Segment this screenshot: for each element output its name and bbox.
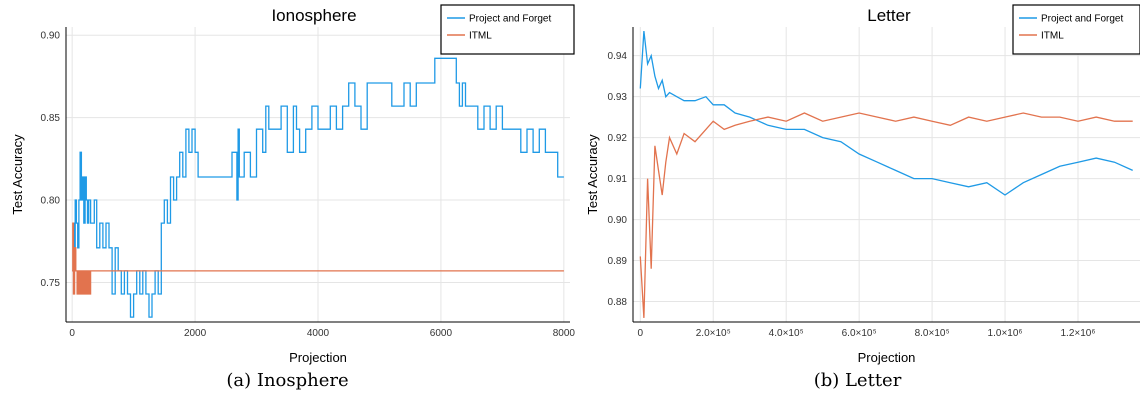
chart-panel-letter: 0 2.0×10⁵ 4.0×10⁵ 6.0×10⁵ 8.0×10⁵ 1.0×10⁶ 1.2×… [575,0,1140,406]
y-tick-label: 0.80 [41,196,61,207]
chart-panel-ionosphere: 0 2000 4000 6000 8000 0.75 0.80 0.85 0.90 Project… [10,4,575,365]
y-tick-label: 0.90 [608,215,628,226]
x-tick-label: 0 [69,328,75,339]
y-tick-label: 0.85 [41,113,61,124]
x-axis-label: Projection [858,350,916,365]
x-tick-label: 2000 [184,328,207,339]
y-tick-label: 0.92 [608,133,628,144]
x-tick-label: 8000 [553,328,575,339]
x-tick-label: 6.0×10⁵ [842,328,877,339]
legend-label: Project and Forget [1041,14,1123,25]
series-line-project-and-forget [72,57,564,318]
y-tick-label: 0.75 [41,278,61,289]
series-line-itml [72,222,564,295]
y-axis-label: Test Accuracy [585,134,600,215]
series-line-project-and-forget [639,31,1133,196]
series-line-itml [639,112,1133,318]
caption-letter: (b) Letter [813,370,902,391]
legend-label: Project and Forget [469,14,551,25]
caption-ionosphere: (a) Inosphere [226,370,349,391]
legend-box [440,4,575,55]
x-tick-label: 1.2×10⁶ [1061,328,1096,339]
x-tick-label: 2.0×10⁵ [696,328,731,339]
x-tick-label: 1.0×10⁶ [988,328,1023,339]
y-tick-label: 0.94 [608,51,628,62]
x-tick-label: 8.0×10⁵ [915,328,950,339]
x-tick-label: 6000 [430,328,453,339]
y-tick-label: 0.88 [608,297,628,308]
y-tick-label: 0.91 [608,174,628,185]
legend-label: ITML [1041,31,1064,42]
legend-box [1012,4,1140,55]
x-axis-label: Projection [289,350,347,365]
y-tick-label: 0.90 [41,31,61,42]
y-tick-label: 0.93 [608,92,628,103]
y-tick-label: 0.89 [608,256,628,267]
y-axis-label: Test Accuracy [10,134,25,215]
x-tick-label: 4.0×10⁵ [769,328,804,339]
chart-title: Letter [867,6,911,25]
chart-title: Ionosphere [271,6,356,25]
x-tick-label: 0 [638,328,644,339]
chart-ionosphere: 0 2000 4000 6000 8000 0.75 0.80 0.85 0.90 Project… [10,4,575,365]
legend-label: ITML [469,31,492,42]
chart-letter: 0 2.0×10⁵ 4.0×10⁵ 6.0×10⁵ 8.0×10⁵ 1.0×10⁶ 1.2×… [585,4,1140,365]
x-tick-label: 4000 [307,328,330,339]
